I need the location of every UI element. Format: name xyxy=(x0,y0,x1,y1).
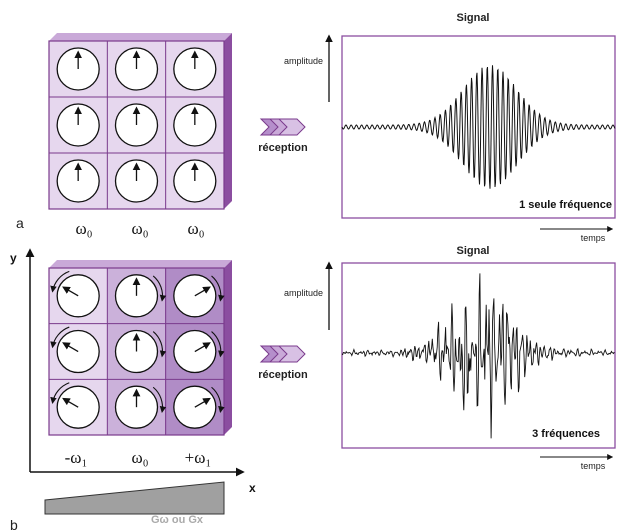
signal-trace-a xyxy=(341,65,616,189)
reception-label-b: réception xyxy=(258,369,308,381)
spin-cell-a xyxy=(173,47,217,91)
magnetization-arrow-icon xyxy=(62,342,79,353)
rotation-arrow-icon xyxy=(50,270,70,293)
spin-cell-b xyxy=(114,329,167,374)
reception-label-a: réception xyxy=(258,142,308,154)
col-label-b-3: +ω₁ xyxy=(185,448,212,467)
grid-b-side-face xyxy=(224,260,232,435)
signal-title-b: Signal xyxy=(456,245,489,257)
spin-cell-a xyxy=(114,47,159,91)
x-axis-label: x xyxy=(249,481,256,495)
spin-cell-a xyxy=(173,159,217,203)
gradient-wedge xyxy=(44,481,225,515)
rotation-arrow-icon xyxy=(152,275,167,302)
spin-cell-a xyxy=(114,103,159,147)
spin-cell-b xyxy=(173,274,225,318)
col-label-b-1: -ω₁ xyxy=(65,448,88,467)
reception-arrow-a xyxy=(259,118,306,136)
panel-b: y x -ω₁ ω₀ +ω₁ Gω ou Gx b réception Sign… xyxy=(10,245,616,532)
rotation-arrow-icon xyxy=(211,386,225,413)
time-label-b: temps xyxy=(581,461,606,471)
spin-cell-a xyxy=(56,47,100,91)
rotation-arrow-icon xyxy=(211,331,225,358)
col-label-a-3: ω₀ xyxy=(187,219,204,238)
spin-cell-b xyxy=(114,274,167,318)
rotation-arrow-icon xyxy=(211,275,225,302)
grid-a-side-face xyxy=(224,33,232,209)
amplitude-label-b: amplitude xyxy=(284,288,323,298)
magnetization-arrow-icon xyxy=(62,397,79,408)
magnetization-arrow-icon xyxy=(194,397,211,408)
spin-cell-b xyxy=(50,382,100,429)
spin-cell-a xyxy=(114,159,159,203)
spin-cell-b xyxy=(50,326,100,374)
time-label-a: temps xyxy=(581,233,606,243)
gradient-label: Gω ou Gx xyxy=(151,514,204,526)
rotation-arrow-icon xyxy=(50,382,70,404)
y-axis-label: y xyxy=(10,251,17,265)
spin-cell-b xyxy=(173,385,225,429)
col-label-b-2: ω₀ xyxy=(131,448,148,467)
signal-trace-b xyxy=(341,273,615,439)
signal-caption-b: 3 fréquences xyxy=(532,428,600,440)
signal-caption-a: 1 seule fréquence xyxy=(519,199,612,211)
spin-cell-a xyxy=(56,159,100,203)
panel-a: a ω₀ ω₀ ω₀ réception Signal amplitude 1 … xyxy=(16,12,616,243)
grid-a-top-face xyxy=(49,33,232,41)
rotation-arrow-icon xyxy=(152,386,167,413)
spin-cell-a xyxy=(56,103,100,147)
magnetization-arrow-icon xyxy=(194,342,211,353)
spin-cell-a xyxy=(173,103,217,147)
panel-b-letter: b xyxy=(10,517,18,532)
spin-cell-b xyxy=(173,329,225,374)
spin-cell-b xyxy=(50,270,100,318)
rotation-arrow-icon xyxy=(152,331,167,358)
signal-title-a: Signal xyxy=(456,12,489,24)
rotation-arrow-icon xyxy=(50,326,70,349)
col-label-a-1: ω₀ xyxy=(75,219,92,238)
reception-arrow-b xyxy=(259,345,306,363)
magnetization-arrow-icon xyxy=(62,286,79,297)
panel-a-letter: a xyxy=(16,215,24,231)
col-label-a-2: ω₀ xyxy=(131,219,148,238)
grid-b-top-face xyxy=(49,260,232,268)
spin-cell-b xyxy=(114,385,167,429)
magnetization-arrow-icon xyxy=(194,286,211,297)
amplitude-label-a: amplitude xyxy=(284,56,323,66)
